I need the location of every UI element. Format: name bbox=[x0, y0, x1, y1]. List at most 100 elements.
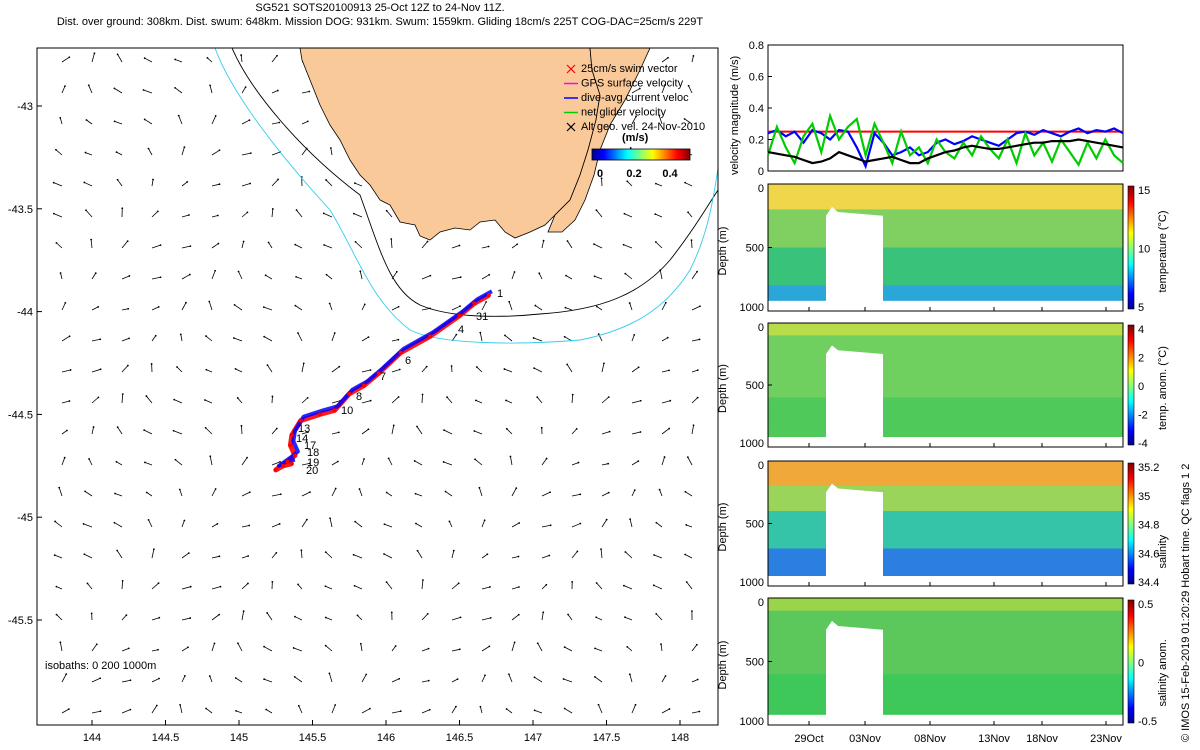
heatmap-colorbar-tick: 0 bbox=[1138, 658, 1144, 670]
heatmap-colorbar bbox=[1127, 185, 1135, 310]
current-arrow bbox=[384, 523, 393, 528]
velocity-ytick-label: 0.4 bbox=[749, 103, 764, 115]
current-arrowhead bbox=[353, 182, 356, 185]
heatmap-ytick-label: 1000 bbox=[740, 716, 764, 728]
current-arrow bbox=[178, 115, 183, 125]
current-arrowhead bbox=[279, 493, 282, 496]
current-arrowhead bbox=[686, 456, 689, 459]
current-arrow bbox=[271, 122, 280, 125]
heatmap-band bbox=[768, 422, 1123, 436]
current-arrowhead bbox=[294, 243, 297, 246]
current-arrow bbox=[684, 118, 693, 125]
current-arrowhead bbox=[367, 428, 370, 431]
current-arrow bbox=[391, 396, 399, 404]
current-arrow bbox=[297, 332, 303, 342]
heatmap-colorbar-tick: 34.6 bbox=[1138, 548, 1159, 560]
current-arrow bbox=[691, 644, 698, 652]
current-arrowhead bbox=[63, 456, 66, 459]
current-arrow bbox=[146, 492, 153, 497]
map-ytick-label: -43.5 bbox=[8, 204, 33, 216]
current-arrowhead bbox=[456, 678, 459, 681]
current-arrowhead bbox=[687, 211, 689, 214]
current-arrow bbox=[271, 493, 281, 497]
current-arrowhead bbox=[695, 643, 698, 646]
current-arrowhead bbox=[324, 644, 327, 647]
current-arrow bbox=[571, 394, 574, 404]
current-arrowhead bbox=[397, 396, 400, 398]
current-arrow bbox=[84, 553, 93, 559]
current-arrowhead bbox=[334, 487, 337, 490]
current-arrowhead bbox=[515, 487, 518, 490]
current-arrow bbox=[631, 400, 641, 404]
current-arrowhead bbox=[518, 586, 520, 588]
current-arrow bbox=[391, 678, 400, 683]
legend-entry: dive-avg current veloc bbox=[581, 92, 689, 104]
current-arrowhead bbox=[66, 429, 68, 432]
current-arrow bbox=[475, 400, 483, 404]
current-arrow bbox=[209, 456, 213, 466]
current-arrow bbox=[357, 615, 363, 621]
current-arrow bbox=[54, 521, 63, 528]
current-arrowhead bbox=[234, 677, 237, 679]
current-arrow bbox=[297, 584, 303, 590]
current-arrow bbox=[121, 308, 129, 311]
current-arrow bbox=[325, 585, 333, 590]
current-arrowhead bbox=[427, 647, 430, 650]
current-arrow bbox=[537, 643, 543, 652]
current-arrowhead bbox=[65, 673, 68, 676]
map-xtick-label: 147.5 bbox=[593, 732, 621, 744]
current-arrowhead bbox=[248, 524, 251, 527]
current-arrow bbox=[474, 430, 483, 435]
current-arrow bbox=[295, 276, 303, 280]
current-arrowhead bbox=[275, 552, 278, 554]
current-arrow bbox=[571, 551, 578, 559]
current-arrow bbox=[61, 85, 66, 94]
current-arrowhead bbox=[513, 641, 516, 644]
legend-entry: 25cm/s swim vector bbox=[581, 63, 678, 75]
heatmap-colorbar-label: temperature (°C) bbox=[1157, 210, 1169, 292]
current-arrow bbox=[541, 458, 547, 466]
current-arrowhead bbox=[593, 243, 595, 245]
current-arrow bbox=[241, 555, 249, 559]
current-arrow bbox=[511, 642, 515, 652]
heatmap-data-gap bbox=[826, 345, 883, 447]
current-arrow bbox=[151, 582, 159, 590]
current-arrowhead bbox=[233, 337, 235, 339]
current-arrowhead bbox=[174, 58, 177, 61]
map-axes: 144 144.5 145 145.5 146 146.5 147 147.5 148-43-4… bbox=[8, 101, 689, 744]
current-arrowhead bbox=[116, 53, 119, 56]
current-arrowhead bbox=[334, 704, 337, 706]
velocity-colorbar: (m/s) 0 0.2 0.4 bbox=[591, 132, 691, 180]
current-arrowhead bbox=[415, 522, 417, 525]
track-point bbox=[398, 350, 403, 355]
heatmap-below-dive-depth bbox=[768, 437, 1123, 447]
current-arrowhead bbox=[633, 333, 636, 336]
current-arrow bbox=[329, 673, 333, 683]
current-arrowhead bbox=[594, 647, 596, 650]
current-arrow bbox=[655, 613, 663, 621]
current-arrow bbox=[565, 275, 573, 280]
current-arrow bbox=[241, 491, 250, 497]
current-arrow bbox=[205, 708, 213, 714]
current-arrow bbox=[691, 397, 698, 404]
current-arrowhead bbox=[95, 643, 98, 646]
current-arrow bbox=[207, 57, 213, 63]
current-arrowhead bbox=[219, 585, 222, 588]
current-arrow bbox=[263, 306, 273, 311]
current-arrowhead bbox=[158, 616, 161, 619]
velocity-ytick-label: 0.2 bbox=[749, 135, 764, 147]
current-arrowhead bbox=[125, 614, 128, 617]
current-arrowhead bbox=[624, 272, 627, 275]
current-arrowhead bbox=[58, 486, 61, 489]
heatmap-band bbox=[768, 397, 1123, 411]
current-arrow bbox=[481, 553, 488, 559]
current-arrowhead bbox=[126, 240, 129, 243]
current-arrow bbox=[511, 487, 517, 497]
current-arrow bbox=[566, 364, 573, 373]
current-arrow bbox=[508, 674, 513, 683]
track-point bbox=[298, 418, 303, 423]
current-arrow bbox=[480, 706, 483, 714]
current-arrowhead bbox=[183, 146, 186, 149]
current-arrowhead bbox=[691, 610, 693, 613]
dive-label: 20 bbox=[306, 465, 318, 477]
